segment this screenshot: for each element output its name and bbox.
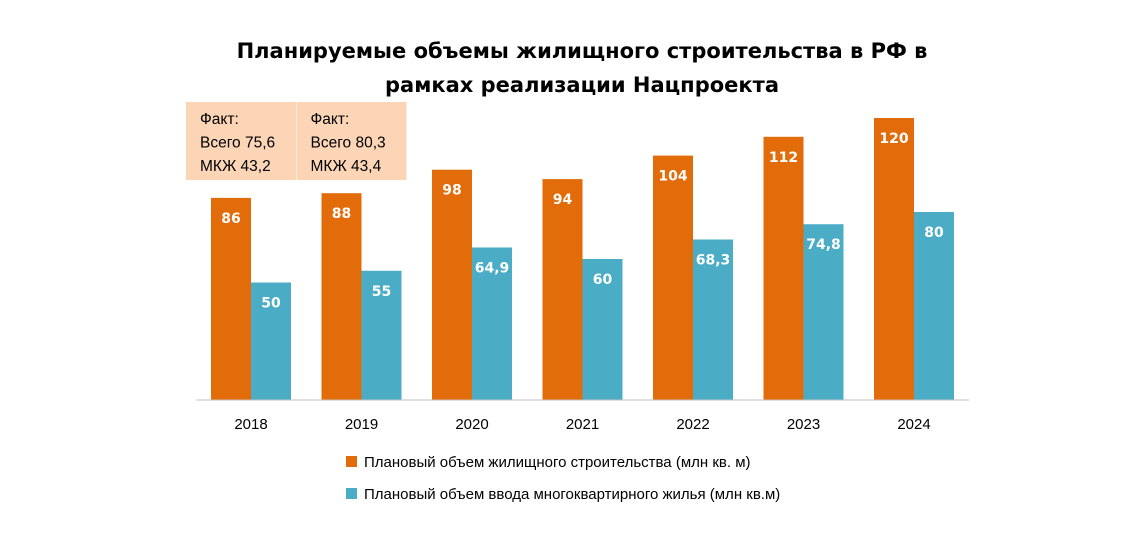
fact-box-line: Факт: [311,111,350,128]
data-label-2-2019: 55 [372,284,391,300]
bar-1-2023 [763,136,804,401]
x-tick-label-2023: 2023 [787,416,820,433]
data-label-1-2018: 86 [221,211,240,227]
bar-2-2021 [582,259,623,400]
data-label-1-2024: 120 [879,131,908,147]
data-label-2-2020: 64,9 [475,260,510,276]
x-tick-label-2018: 2018 [234,416,267,433]
fact-box-line: МКЖ 43,2 [200,158,271,175]
x-tick-label-2020: 2020 [455,416,488,433]
legend-item-2: Плановый объем ввода многоквартирного жи… [346,486,780,503]
data-label-1-2021: 94 [553,192,573,208]
bar-1-2024 [874,118,914,400]
legend-label: Плановый объем жилищного строительства (… [364,454,751,471]
legend-swatch [346,488,357,499]
bar-2-2024 [914,212,954,400]
chart-title-line-2: рамках реализации Нацпроекта [385,73,779,97]
x-tick-label-2019: 2019 [345,416,378,433]
data-label-1-2019: 88 [332,206,351,222]
bar-1-2021 [542,179,583,400]
bar-labels: 86 50 88 55 98 64,9 94 60 104 68,3 112 74,8 120 80 [221,131,944,312]
fact-box-line: Всего 80,3 [311,135,386,152]
data-label-1-2023: 112 [769,150,798,166]
bar-1-2019 [321,193,362,400]
fact-box-background [296,102,407,180]
x-tick-label-2024: 2024 [897,416,930,433]
fact-box-line: МКЖ 43,4 [311,158,382,175]
fact-annotations: Факт: Всего 75,6 МКЖ 43,2 Факт: Всего 80,3 МК… [186,102,407,180]
fact-box-line: Факт: [200,111,239,128]
bar-1-2020 [432,169,472,400]
chart-title-line-1: Планируемые объемы жилищного строительст… [237,39,928,63]
legend-label: Плановый объем ввода многоквартирного жи… [364,486,780,503]
fact-box-2018: Факт: Всего 75,6 МКЖ 43,2 [186,102,296,180]
bar-2-2023 [803,224,844,400]
bar-2-2018 [251,282,291,400]
data-label-2-2024: 80 [924,225,944,241]
data-label-1-2020: 98 [442,183,461,199]
legend-item-1: Плановый объем жилищного строительства (… [346,454,751,471]
bar-1-2018 [211,197,251,400]
data-label-2-2023: 74,8 [806,237,841,253]
chart-title: Планируемые объемы жилищного строительст… [237,39,928,97]
data-label-2-2018: 50 [261,296,281,312]
bar-2-2022 [693,239,733,400]
fact-box-2019: Факт: Всего 80,3 МКЖ 43,4 [296,102,407,180]
fact-box-background [186,102,296,180]
legend: Плановый объем жилищного строительства (… [346,454,780,503]
x-axis-tick-labels: 2018 2019 2020 2021 2022 2023 2024 [234,416,930,433]
data-label-1-2022: 104 [658,169,687,185]
data-label-2-2021: 60 [593,272,613,288]
bar-2-2020 [472,247,512,400]
bar-1-2022 [653,155,693,400]
fact-box-line: Всего 75,6 [200,135,275,152]
bars [211,118,954,401]
data-label-2-2022: 68,3 [696,252,731,268]
x-tick-label-2022: 2022 [676,416,709,433]
x-tick-label-2021: 2021 [566,416,599,433]
bar-2-2019 [361,270,402,400]
legend-swatch [346,456,357,467]
